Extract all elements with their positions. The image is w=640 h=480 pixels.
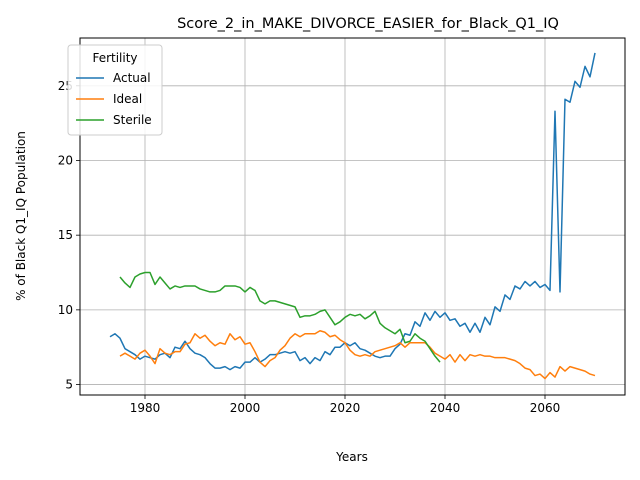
legend-label-sterile: Sterile xyxy=(113,113,152,127)
y-axis-label: % of Black Q1_IQ Population xyxy=(14,131,28,301)
legend-box xyxy=(67,44,163,136)
legend: Fertility Actual Ideal Sterile xyxy=(67,44,163,136)
chart-title: Score_2_in_MAKE_DIVORCE_EASIER_for_Black… xyxy=(177,16,559,32)
series-line-ideal xyxy=(119,330,596,380)
x-tick-label: 2020 xyxy=(330,401,361,415)
y-tick-label: 5 xyxy=(65,378,73,392)
grid-lines xyxy=(80,38,625,395)
plot-frame xyxy=(79,37,626,396)
series-line-actual xyxy=(109,52,596,371)
x-tick-label: 2000 xyxy=(230,401,261,415)
x-axis-label: Years xyxy=(335,450,368,464)
legend-label-actual: Actual xyxy=(113,71,151,85)
y-tick-label: 10 xyxy=(58,303,73,317)
series-layer xyxy=(109,52,596,380)
legend-title: Fertility xyxy=(92,51,137,65)
x-tick-label: 2040 xyxy=(430,401,461,415)
x-tick-label: 2060 xyxy=(530,401,561,415)
y-tick-label: 15 xyxy=(58,228,73,242)
x-tick-label: 1980 xyxy=(130,401,161,415)
legend-label-ideal: Ideal xyxy=(113,92,142,106)
series-line-sterile xyxy=(119,271,441,363)
y-tick-label: 20 xyxy=(58,153,73,167)
